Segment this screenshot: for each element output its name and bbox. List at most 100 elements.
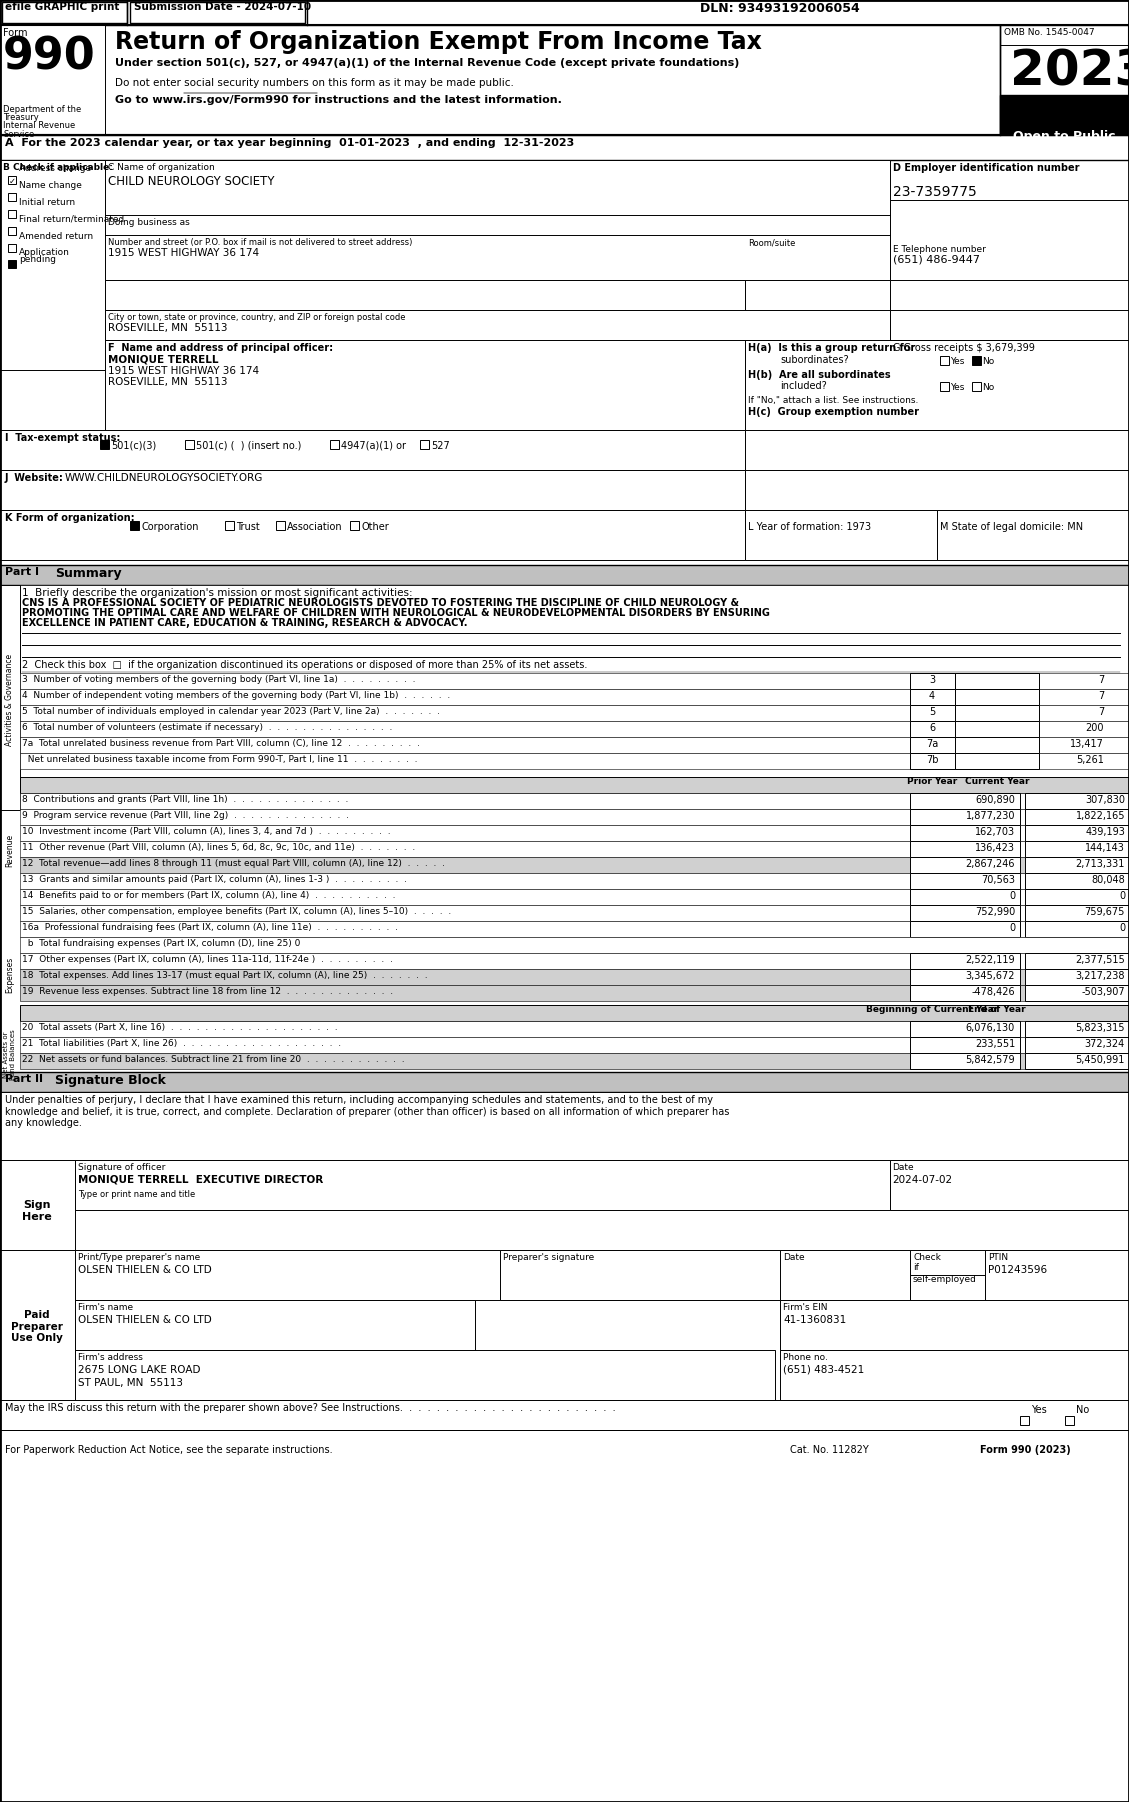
- Text: K Form of organization:: K Form of organization:: [5, 514, 134, 523]
- Text: 2,522,119: 2,522,119: [965, 955, 1015, 966]
- Text: OLSEN THIELEN & CO LTD: OLSEN THIELEN & CO LTD: [78, 1265, 212, 1276]
- Text: Print/Type preparer's name: Print/Type preparer's name: [78, 1252, 200, 1261]
- Bar: [1025, 888, 1129, 905]
- Text: Form 990 (2023): Form 990 (2023): [980, 1445, 1070, 1454]
- Text: subordinates?: subordinates?: [780, 355, 849, 366]
- Bar: [940, 357, 949, 366]
- Bar: [20, 888, 1129, 905]
- Text: CNS IS A PROFESSIONAL SOCIETY OF PEDIATRIC NEUROLOGISTS DEVOTED TO FOSTERING THE: CNS IS A PROFESSIONAL SOCIETY OF PEDIATR…: [21, 598, 739, 607]
- Text: pending: pending: [19, 256, 56, 265]
- Text: Revenue: Revenue: [6, 834, 15, 867]
- Bar: [0, 25, 1129, 135]
- Text: Expenses: Expenses: [6, 957, 15, 993]
- Text: No: No: [982, 357, 995, 366]
- Text: 527: 527: [431, 441, 449, 450]
- Text: 2024-07-02: 2024-07-02: [892, 1175, 952, 1186]
- Text: 17  Other expenses (Part IX, column (A), lines 11a-11d, 11f-24e )  .  .  .  .  .: 17 Other expenses (Part IX, column (A), …: [21, 955, 393, 964]
- Text: 759,675: 759,675: [1085, 906, 1124, 917]
- Bar: [130, 521, 139, 530]
- Bar: [1025, 969, 1129, 986]
- Text: Initial return: Initial return: [19, 198, 76, 207]
- Bar: [8, 193, 16, 202]
- Bar: [1025, 953, 1129, 969]
- Text: 13  Grants and similar amounts paid (Part IX, column (A), lines 1-3 )  .  .  .  : 13 Grants and similar amounts paid (Part…: [21, 876, 406, 885]
- Text: H(b)  Are all subordinates: H(b) Are all subordinates: [749, 369, 891, 380]
- Bar: [20, 705, 1129, 721]
- Text: Check: Check: [913, 1252, 940, 1261]
- Text: 7a: 7a: [926, 739, 938, 750]
- Text: 5: 5: [929, 706, 935, 717]
- Bar: [20, 969, 1129, 986]
- Bar: [955, 721, 1039, 737]
- Text: City or town, state or province, country, and ZIP or foreign postal code: City or town, state or province, country…: [108, 314, 405, 323]
- Text: PTIN: PTIN: [988, 1252, 1008, 1261]
- Text: 2,713,331: 2,713,331: [1076, 860, 1124, 869]
- Text: DLN: 93493192006054: DLN: 93493192006054: [700, 2, 860, 14]
- Text: Activities & Governance: Activities & Governance: [6, 654, 15, 746]
- Text: Yes: Yes: [949, 384, 964, 393]
- Text: EXCELLENCE IN PATIENT CARE, EDUCATION & TRAINING, RESEARCH & ADVOCACY.: EXCELLENCE IN PATIENT CARE, EDUCATION & …: [21, 618, 467, 629]
- Bar: [20, 825, 1129, 842]
- Text: 1  Briefly describe the organization's mission or most significant activities:: 1 Briefly describe the organization's mi…: [21, 587, 412, 598]
- Bar: [20, 921, 1129, 937]
- Text: F  Name and address of principal officer:: F Name and address of principal officer:: [108, 342, 333, 353]
- Text: 3  Number of voting members of the governing body (Part VI, line 1a)  .  .  .  .: 3 Number of voting members of the govern…: [21, 676, 415, 685]
- Text: 12  Total revenue—add lines 8 through 11 (must equal Part VIII, column (A), line: 12 Total revenue—add lines 8 through 11 …: [21, 860, 445, 869]
- Bar: [1025, 1052, 1129, 1069]
- Bar: [20, 842, 1129, 858]
- Bar: [1025, 858, 1129, 872]
- Text: 1915 WEST HIGHWAY 36 174: 1915 WEST HIGHWAY 36 174: [108, 249, 260, 258]
- Text: 7: 7: [1097, 706, 1104, 717]
- Text: 6  Total number of volunteers (estimate if necessary)  .  .  .  .  .  .  .  .  .: 6 Total number of volunteers (estimate i…: [21, 723, 393, 732]
- Bar: [8, 227, 16, 234]
- Text: MONIQUE TERRELL: MONIQUE TERRELL: [108, 355, 219, 366]
- Bar: [75, 1299, 475, 1350]
- Text: 19  Revenue less expenses. Subtract line 18 from line 12  .  .  .  .  .  .  .  .: 19 Revenue less expenses. Subtract line …: [21, 987, 393, 997]
- Text: P01243596: P01243596: [988, 1265, 1047, 1276]
- Text: Firm's address: Firm's address: [78, 1353, 143, 1362]
- Text: 233,551: 233,551: [974, 1040, 1015, 1049]
- Bar: [20, 777, 1129, 793]
- Text: 2675 LONG LAKE ROAD: 2675 LONG LAKE ROAD: [78, 1364, 201, 1375]
- Bar: [105, 160, 890, 279]
- Text: 990: 990: [3, 34, 96, 77]
- Text: 1,877,230: 1,877,230: [965, 811, 1015, 822]
- Text: 372,324: 372,324: [1085, 1040, 1124, 1049]
- Text: 21  Total liabilities (Part X, line 26)  .  .  .  .  .  .  .  .  .  .  .  .  .  : 21 Total liabilities (Part X, line 26) .…: [21, 1040, 341, 1049]
- Text: PROMOTING THE OPTIMAL CARE AND WELFARE OF CHILDREN WITH NEUROLOGICAL & NEURODEVE: PROMOTING THE OPTIMAL CARE AND WELFARE O…: [21, 607, 770, 618]
- Text: Type or print name and title: Type or print name and title: [78, 1189, 195, 1198]
- Bar: [780, 1299, 1129, 1350]
- Bar: [910, 1276, 984, 1299]
- Text: Final return/terminated: Final return/terminated: [19, 214, 124, 223]
- Text: OMB No. 1545-0047: OMB No. 1545-0047: [1004, 29, 1095, 38]
- Text: 501(c) (  ) (insert no.): 501(c) ( ) (insert no.): [196, 441, 301, 450]
- Bar: [937, 510, 1129, 560]
- Bar: [910, 872, 1019, 888]
- Text: 1,822,165: 1,822,165: [1076, 811, 1124, 822]
- Text: included?: included?: [780, 380, 826, 391]
- Text: Prior Year: Prior Year: [907, 777, 957, 786]
- Bar: [20, 986, 1129, 1000]
- Text: 13,417: 13,417: [1070, 739, 1104, 750]
- Text: ROSEVILLE, MN  55113: ROSEVILLE, MN 55113: [108, 377, 228, 387]
- Text: 2,377,515: 2,377,515: [1075, 955, 1124, 966]
- Bar: [20, 809, 1129, 825]
- Text: Submission Date - 2024-07-10: Submission Date - 2024-07-10: [134, 2, 312, 13]
- Bar: [105, 279, 745, 310]
- Text: Signature of officer: Signature of officer: [78, 1162, 165, 1171]
- Text: M State of legal domicile: MN: M State of legal domicile: MN: [940, 523, 1083, 532]
- Bar: [910, 986, 1019, 1000]
- Bar: [910, 825, 1019, 842]
- Bar: [0, 1092, 1129, 1160]
- Bar: [75, 1350, 774, 1400]
- Text: End of Year: End of Year: [969, 1006, 1026, 1015]
- Text: May the IRS discuss this return with the preparer shown above? See Instructions.: May the IRS discuss this return with the…: [5, 1404, 615, 1413]
- Text: if: if: [913, 1263, 919, 1272]
- Bar: [0, 1400, 1129, 1431]
- Text: 4: 4: [929, 690, 935, 701]
- Text: 4947(a)(1) or: 4947(a)(1) or: [341, 441, 406, 450]
- Text: Corporation: Corporation: [141, 523, 199, 532]
- Bar: [105, 310, 890, 341]
- Text: Firm's name: Firm's name: [78, 1303, 133, 1312]
- Bar: [1025, 809, 1129, 825]
